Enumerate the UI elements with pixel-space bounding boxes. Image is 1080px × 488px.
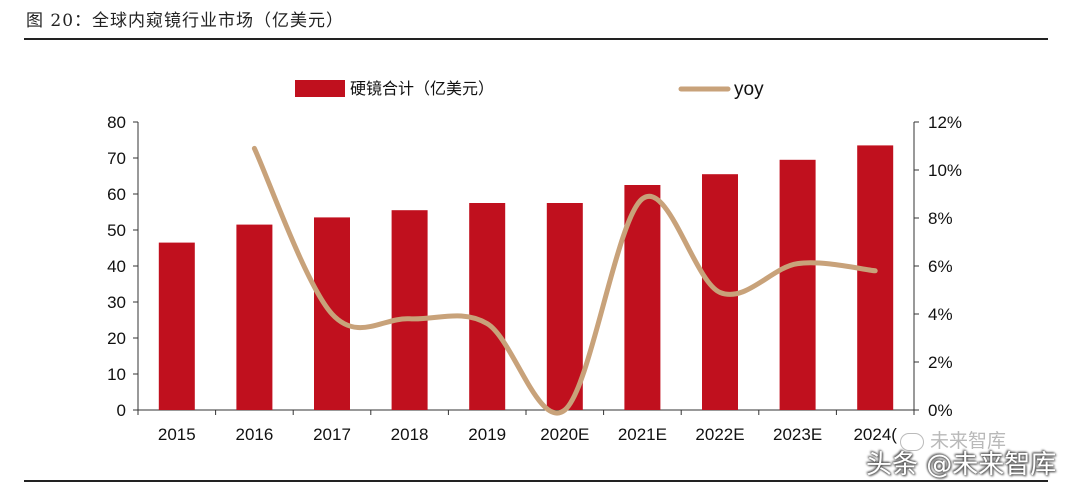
left-tick-label: 10	[107, 365, 126, 384]
x-tick-label: 2016	[235, 425, 273, 444]
figure-title: 图 20：全球内窥镜行业市场（亿美元）	[26, 11, 345, 31]
legend-line-label: yoy	[734, 79, 764, 100]
wechat-icon	[900, 432, 924, 451]
x-tick-label: 2015	[158, 425, 196, 444]
right-tick-label: 4%	[928, 305, 953, 324]
x-tick-label: 2019	[468, 425, 506, 444]
right-tick-label: 10%	[928, 161, 962, 180]
bar-2018	[391, 210, 428, 410]
legend-bar-swatch	[295, 80, 345, 97]
left-tick-label: 80	[107, 113, 126, 132]
x-tick-label: 2020E	[540, 425, 589, 444]
top-rule	[24, 38, 1048, 40]
left-tick-label: 40	[107, 257, 126, 276]
yoy-series	[251, 145, 878, 416]
bar-2024E	[857, 145, 894, 410]
left-tick-label: 60	[107, 185, 126, 204]
legend: 硬镜合计（亿美元） yoy	[295, 79, 764, 100]
x-tick-label: 2018	[391, 425, 429, 444]
x-tick-label: 2021E	[618, 425, 667, 444]
bar-series	[158, 145, 894, 410]
right-tick-label: 12%	[928, 113, 962, 132]
bar-2023E	[779, 159, 816, 410]
watermark-faint-text: 未来智库	[930, 431, 1007, 452]
axes: 0 10 20 30 40 50 60 70 80 0% 2% 4% 6% 8% 10% 12% 2015 201…	[107, 113, 962, 444]
bottom-rule	[24, 480, 1048, 482]
bar-2019	[469, 203, 506, 410]
legend-bar-label: 硬镜合计（亿美元）	[350, 79, 494, 98]
watermark-main: 头条 @未来智库	[866, 450, 1057, 480]
x-tick-label: 2017	[313, 425, 351, 444]
right-tick-label: 0%	[928, 401, 953, 420]
right-tick-label: 8%	[928, 209, 953, 228]
bar-2016	[236, 224, 273, 410]
bar-2015	[158, 242, 195, 410]
yoy-line	[251, 145, 878, 416]
watermark-faint: 未来智库	[900, 426, 1006, 453]
x-tick-label: 2023E	[773, 425, 822, 444]
left-tick-label: 0	[117, 401, 126, 420]
left-tick-label: 70	[107, 149, 126, 168]
right-tick-label: 2%	[928, 353, 953, 372]
left-tick-label: 50	[107, 221, 126, 240]
bar-2020E	[546, 203, 583, 410]
x-tick-label: 2024(	[853, 425, 897, 444]
left-tick-label: 30	[107, 293, 126, 312]
right-tick-label: 6%	[928, 257, 953, 276]
x-tick-label: 2022E	[695, 425, 744, 444]
left-tick-label: 20	[107, 329, 126, 348]
